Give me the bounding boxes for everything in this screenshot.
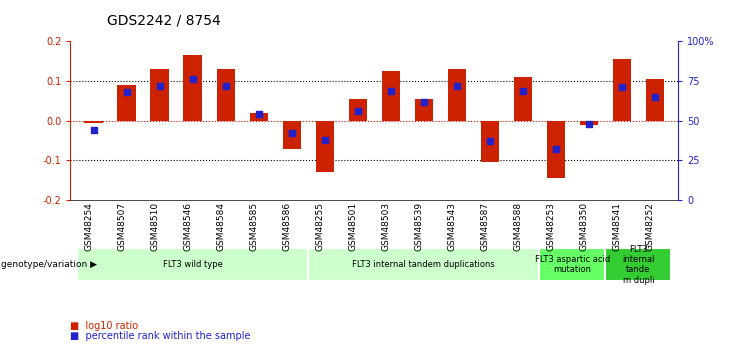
Text: GSM48510: GSM48510: [150, 202, 159, 251]
Text: GSM48584: GSM48584: [216, 202, 225, 251]
Text: genotype/variation ▶: genotype/variation ▶: [1, 260, 97, 269]
Text: FLT3 internal tandem duplications: FLT3 internal tandem duplications: [353, 260, 495, 269]
Bar: [184, 55, 202, 121]
Bar: [415, 99, 433, 121]
Point: [451, 83, 462, 89]
Text: GSM48546: GSM48546: [184, 202, 193, 251]
Point: [153, 83, 165, 89]
Text: ■  log10 ratio: ■ log10 ratio: [70, 321, 139, 331]
Bar: [382, 71, 400, 121]
Bar: [316, 121, 333, 172]
Text: GSM48350: GSM48350: [580, 202, 589, 251]
Text: GDS2242 / 8754: GDS2242 / 8754: [107, 13, 222, 28]
Point: [121, 89, 133, 95]
Point: [352, 108, 364, 114]
Bar: [118, 85, 136, 121]
Text: GSM48503: GSM48503: [382, 202, 391, 251]
Point: [418, 99, 430, 105]
Point: [517, 88, 529, 93]
Point: [87, 128, 99, 133]
Bar: [547, 121, 565, 178]
Point: [484, 139, 496, 144]
Text: GSM48252: GSM48252: [646, 202, 655, 251]
Point: [187, 77, 199, 82]
Text: GSM48539: GSM48539: [415, 202, 424, 251]
Bar: [514, 77, 532, 121]
Point: [253, 112, 265, 117]
Bar: [646, 79, 664, 121]
Bar: [579, 121, 598, 125]
Bar: [481, 121, 499, 162]
Text: GSM48588: GSM48588: [514, 202, 523, 251]
Bar: [150, 69, 169, 121]
Point: [219, 83, 231, 89]
Point: [550, 147, 562, 152]
Text: FLT3 wild type: FLT3 wild type: [162, 260, 222, 269]
Bar: [216, 69, 235, 121]
Point: [319, 137, 330, 142]
Point: [616, 85, 628, 90]
Text: GSM48507: GSM48507: [118, 202, 127, 251]
Bar: [250, 113, 268, 121]
Text: GSM48253: GSM48253: [547, 202, 556, 251]
Text: GSM48587: GSM48587: [481, 202, 490, 251]
Bar: [84, 121, 102, 123]
Bar: [448, 69, 466, 121]
Bar: [282, 121, 301, 148]
Text: GSM48255: GSM48255: [316, 202, 325, 251]
Point: [286, 131, 298, 136]
Bar: [348, 99, 367, 121]
Point: [385, 88, 396, 93]
Text: GSM48586: GSM48586: [282, 202, 292, 251]
Point: [583, 121, 595, 127]
Bar: [613, 59, 631, 121]
Text: GSM48254: GSM48254: [84, 202, 93, 251]
Text: FLT3
internal
tande
m dupli: FLT3 internal tande m dupli: [622, 245, 654, 285]
Text: GSM48585: GSM48585: [250, 202, 259, 251]
Point: [649, 94, 661, 100]
Text: GSM48543: GSM48543: [448, 202, 456, 251]
Text: FLT3 aspartic acid
mutation: FLT3 aspartic acid mutation: [535, 255, 610, 275]
Text: ■  percentile rank within the sample: ■ percentile rank within the sample: [70, 332, 251, 341]
Text: GSM48501: GSM48501: [349, 202, 358, 251]
Text: GSM48541: GSM48541: [613, 202, 622, 251]
